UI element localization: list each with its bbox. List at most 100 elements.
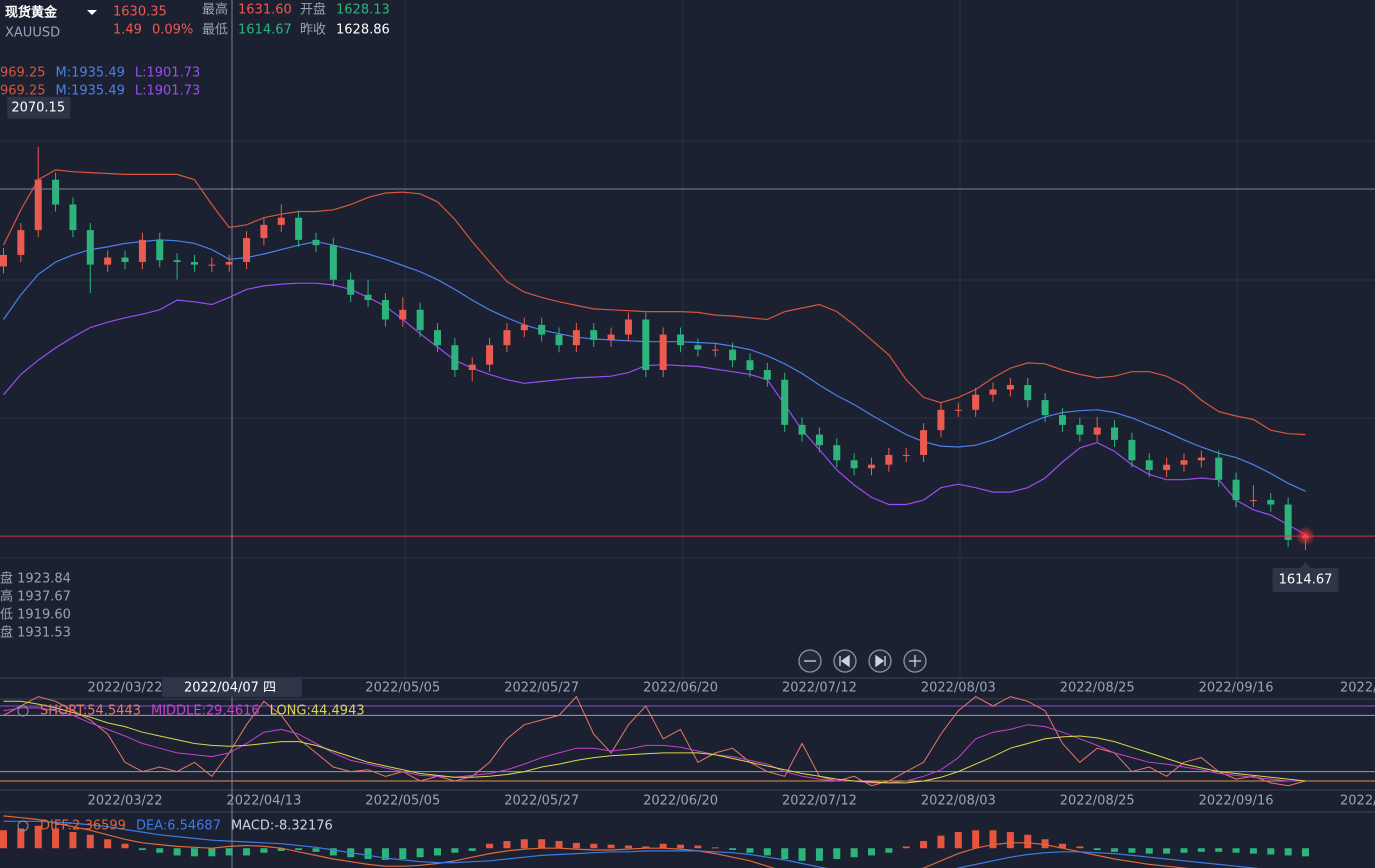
- macd-bar: [1093, 848, 1101, 851]
- macd-bar: [833, 848, 841, 860]
- candle-body: [885, 454, 893, 465]
- macd-bar: [815, 848, 823, 861]
- legend-entry: M:1935.49: [56, 84, 125, 99]
- candle-body: [1249, 500, 1257, 502]
- stat-value: 1628.13: [336, 3, 390, 18]
- x-tick-label: 2022/03/22: [88, 794, 163, 809]
- macd-bar: [1111, 848, 1119, 852]
- macd-bar: [781, 848, 789, 860]
- candle-body: [243, 238, 251, 262]
- macd-bar: [208, 848, 216, 857]
- candle-body: [659, 334, 667, 370]
- macd-bar: [190, 848, 198, 857]
- macd-bar: [225, 848, 233, 856]
- dropdown-caret[interactable]: [87, 10, 97, 15]
- macd-bar: [520, 839, 528, 849]
- next-button[interactable]: [868, 649, 892, 673]
- candle-body: [1180, 460, 1188, 465]
- candle-body: [868, 464, 875, 469]
- indicator-line: [3, 707, 1306, 784]
- settings-icon[interactable]: [17, 820, 29, 832]
- x-tick-label: 2022/08/03: [921, 794, 996, 809]
- legend-entry: 969.25: [0, 66, 46, 81]
- stat-label: 昨收: [300, 23, 326, 38]
- macd-bar: [729, 848, 737, 851]
- macd-bar: [1267, 848, 1275, 855]
- macd-bar: [1076, 846, 1084, 849]
- candle-body: [434, 330, 441, 346]
- legend-entry: DEA:6.54687: [136, 819, 221, 834]
- candle-body: [312, 239, 320, 246]
- candle-body: [1232, 479, 1240, 501]
- x-tick-label: 2022/09/16: [1199, 794, 1274, 809]
- macd-bar: [156, 848, 164, 853]
- x-tick-label: 2022/05/05: [365, 794, 440, 809]
- candle-body: [746, 360, 754, 370]
- macd-bar: [607, 844, 615, 849]
- candle-body: [1093, 427, 1101, 435]
- change: 1.49: [113, 23, 142, 38]
- macd-bar: [295, 848, 303, 851]
- candle-body: [399, 309, 407, 320]
- legend-entry: SHORT:54.5443: [40, 704, 141, 719]
- info-line: 盘 1931.53: [0, 625, 71, 641]
- high-marker-box: [7, 96, 71, 119]
- macd-bar: [538, 839, 546, 849]
- macd-bar: [1232, 848, 1240, 853]
- macd-bar: [850, 848, 858, 858]
- macd-bar: [1024, 834, 1032, 849]
- prev-button[interactable]: [833, 649, 857, 673]
- macd-bar: [277, 848, 285, 851]
- stat-label: 最高: [202, 2, 228, 18]
- band-line: [2, 169, 1306, 436]
- candle-body: [381, 300, 389, 320]
- candle-body: [295, 217, 303, 240]
- macd-bar: [243, 848, 251, 856]
- last-price-dot: [1303, 534, 1308, 539]
- stat-value: 1628.86: [336, 23, 390, 38]
- macd-bar: [677, 844, 685, 849]
- low-marker: 1614.67: [1279, 572, 1333, 587]
- macd-bar: [52, 828, 60, 849]
- macd-bar: [642, 846, 650, 849]
- stat-value: 1631.60: [238, 3, 292, 18]
- candle-body: [642, 319, 650, 370]
- candle-body: [1076, 424, 1084, 435]
- candle-body: [121, 257, 129, 262]
- macd-bar: [1180, 848, 1188, 853]
- macd-bar: [486, 843, 494, 849]
- settings-icon[interactable]: [17, 705, 29, 717]
- candle-body: [590, 330, 598, 340]
- candle-body: [190, 261, 198, 265]
- x-tick-label: 2022/07/12: [782, 794, 857, 809]
- stat-value: 1614.67: [238, 23, 292, 38]
- candle-body: [1006, 385, 1014, 390]
- macd-bar: [711, 847, 719, 849]
- macd-bar: [763, 848, 771, 856]
- candle-body: [260, 224, 268, 239]
- zoom-in-button[interactable]: [903, 649, 927, 673]
- price: 1630.35: [113, 5, 167, 20]
- macd-bar: [416, 848, 424, 858]
- macd-bar: [1145, 848, 1153, 854]
- candle-body: [34, 179, 42, 231]
- x-tick-label: 2022/03/22: [88, 681, 163, 696]
- info-line: 低 1919.60: [0, 608, 71, 623]
- panel-separators: [0, 677, 1375, 813]
- macd-bar: [954, 832, 962, 849]
- zoom-controls: [798, 649, 927, 673]
- candle-body: [329, 245, 337, 280]
- candle-body: [937, 409, 945, 431]
- symbol: XAUUSD: [5, 26, 60, 41]
- legend-entry: LONG:44.4943: [270, 704, 365, 719]
- candle-body: [920, 430, 928, 455]
- x-tick-label: 2022/08/03: [921, 681, 996, 696]
- candle-body: [902, 454, 910, 456]
- candle-body: [1145, 460, 1153, 470]
- candle-body: [416, 309, 424, 331]
- zoom-out-button[interactable]: [798, 649, 822, 673]
- candle-body: [17, 230, 25, 255]
- macd-bar: [503, 841, 511, 849]
